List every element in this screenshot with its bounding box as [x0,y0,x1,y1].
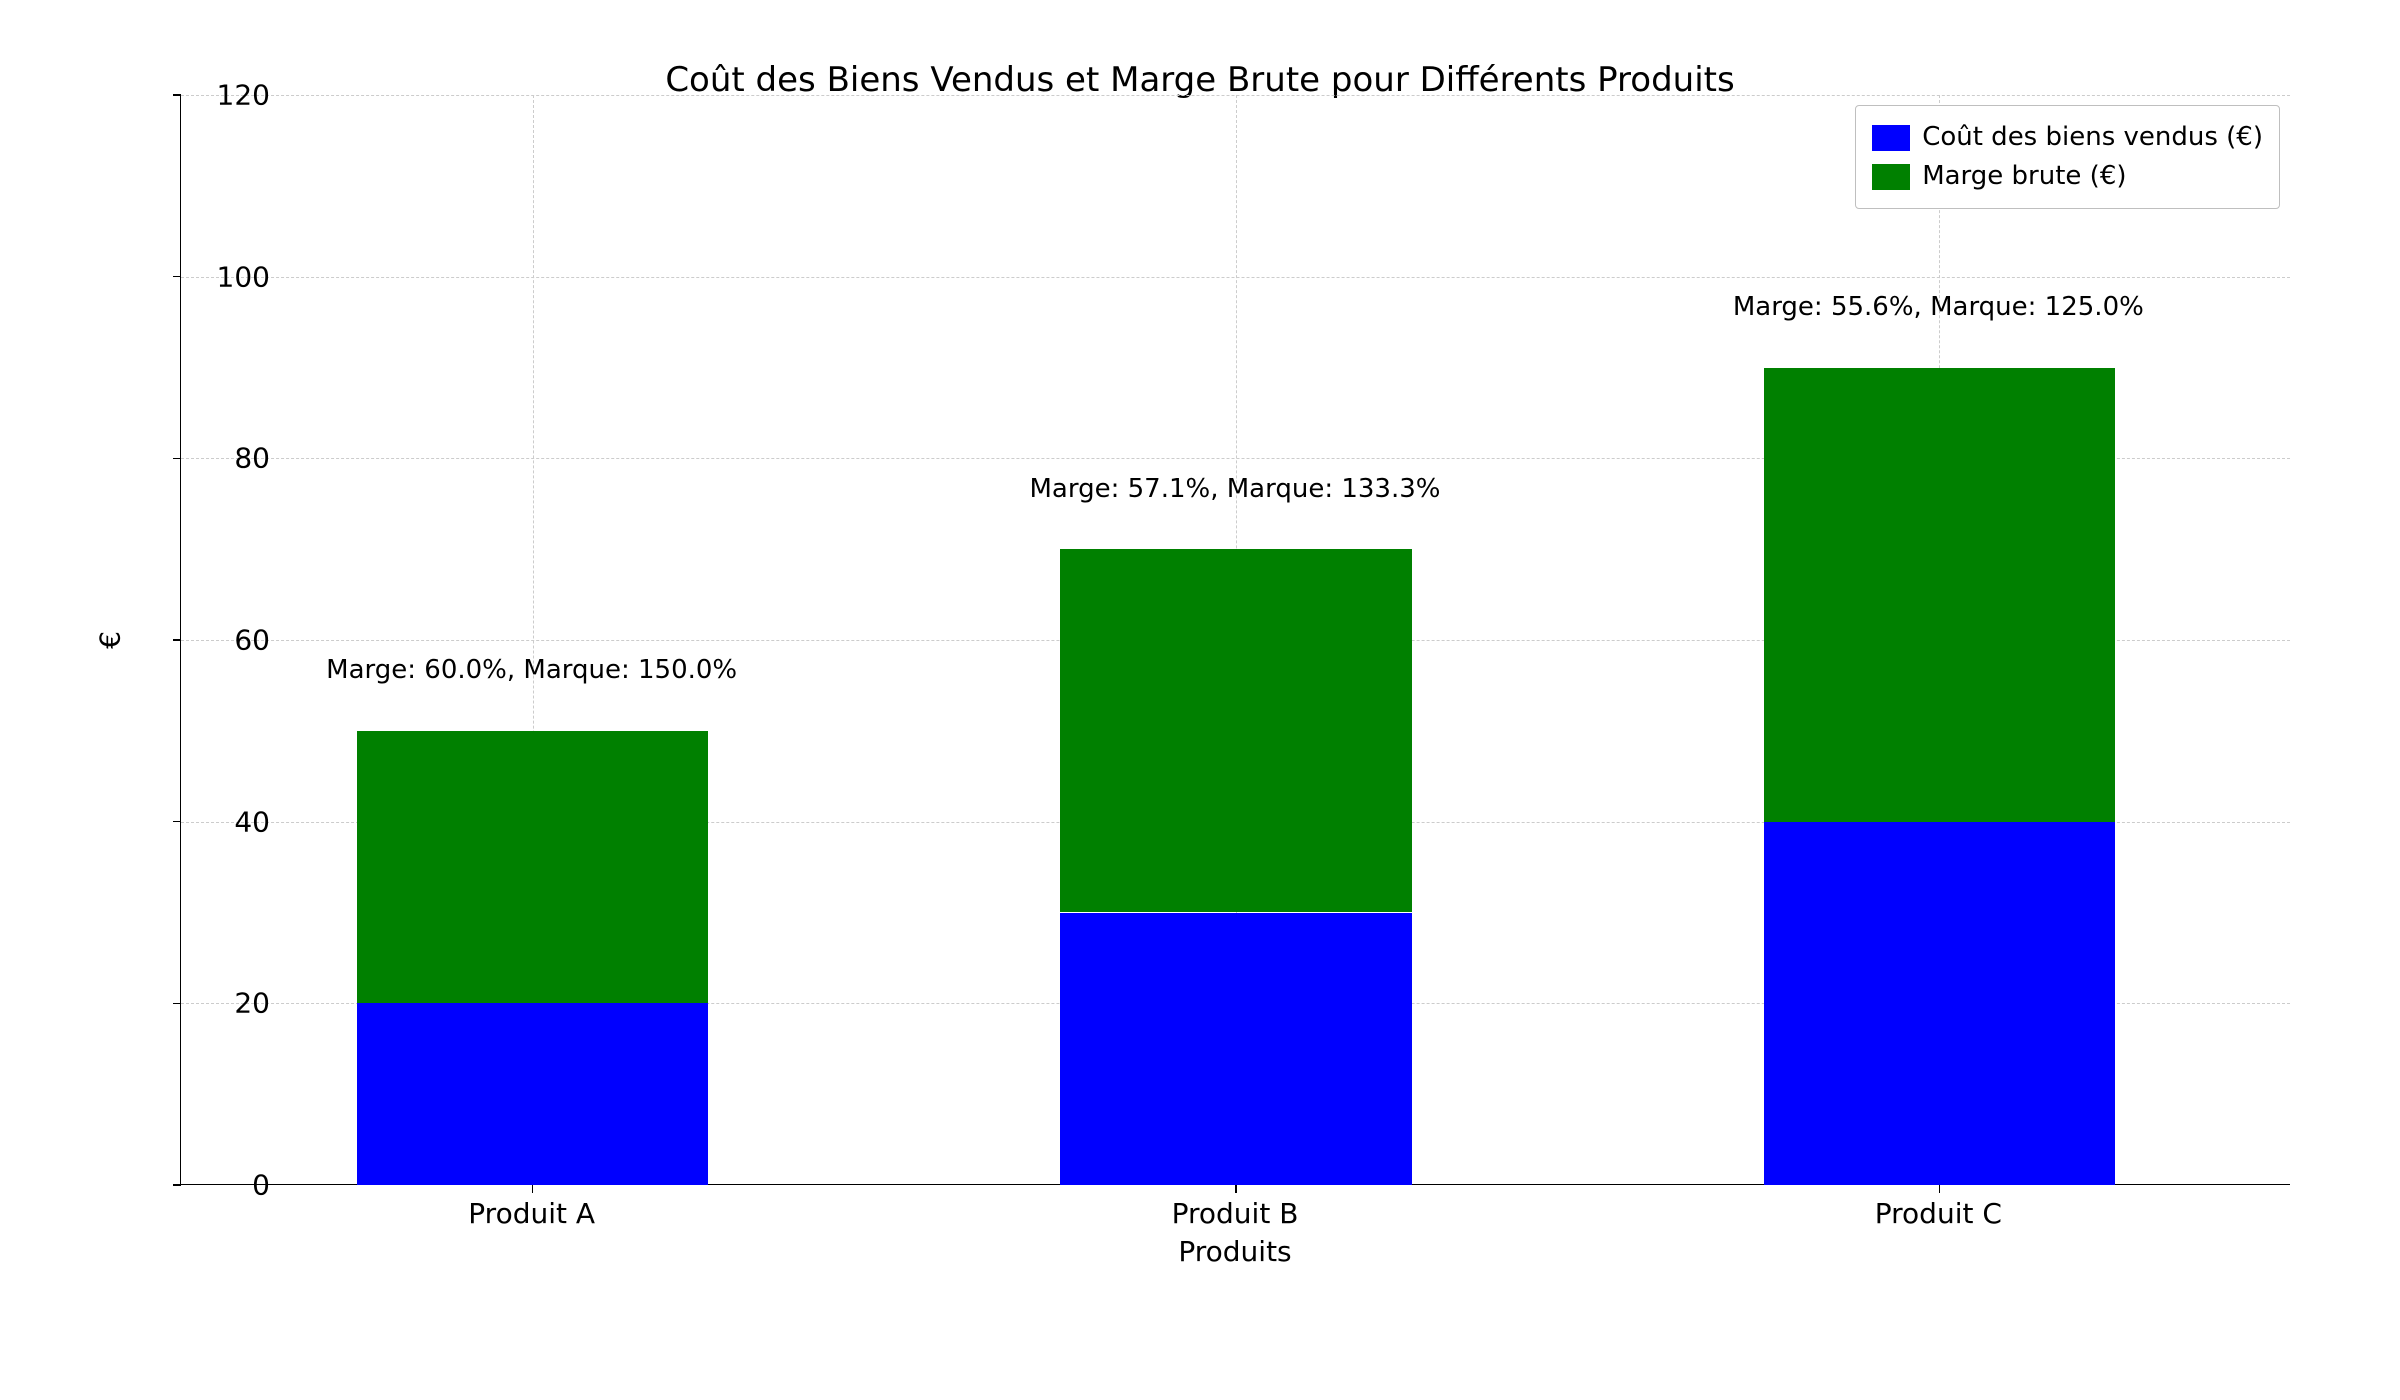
x-tick-label: Produit B [1172,1197,1299,1230]
y-tick-label: 0 [190,1169,270,1202]
legend-swatch [1872,164,1910,190]
chart-title: Coût des Biens Vendus et Marge Brute pou… [0,60,2400,100]
y-tick-mark [173,1184,181,1186]
bar-segment [1764,368,2116,822]
legend-label: Marge brute (€) [1922,157,2126,196]
x-tick-label: Produit A [468,1197,595,1230]
bar-segment [357,1003,709,1185]
y-tick-label: 60 [190,624,270,657]
x-tick-label: Produit C [1875,1197,2002,1230]
y-axis-label: € [94,631,127,649]
y-tick-mark [173,1003,181,1005]
bar-segment [1060,913,1412,1186]
x-tick-mark [1939,1185,1941,1193]
bar-annotation: Marge: 55.6%, Marque: 125.0% [1733,292,2144,322]
y-tick-mark [173,639,181,641]
legend-item: Coût des biens vendus (€) [1872,118,2263,157]
y-tick-label: 120 [190,79,270,112]
y-tick-label: 20 [190,987,270,1020]
y-tick-mark [173,821,181,823]
bar-segment [1060,549,1412,912]
y-tick-mark [173,94,181,96]
x-axis-label: Produits [1178,1235,1291,1268]
y-tick-mark [173,458,181,460]
y-tick-label: 40 [190,805,270,838]
y-tick-label: 80 [190,442,270,475]
legend-label: Coût des biens vendus (€) [1922,118,2263,157]
legend-item: Marge brute (€) [1872,157,2263,196]
chart-plot-area [180,95,2290,1185]
bar-segment [1764,822,2116,1185]
axes [180,95,2290,1185]
y-tick-label: 100 [190,260,270,293]
bar-annotation: Marge: 57.1%, Marque: 133.3% [1030,474,1441,504]
bar-segment [357,731,709,1004]
bar-annotation: Marge: 60.0%, Marque: 150.0% [326,655,737,685]
x-tick-mark [532,1185,534,1193]
y-tick-mark [173,276,181,278]
legend-swatch [1872,125,1910,151]
x-tick-mark [1235,1185,1237,1193]
legend: Coût des biens vendus (€)Marge brute (€) [1855,105,2280,209]
